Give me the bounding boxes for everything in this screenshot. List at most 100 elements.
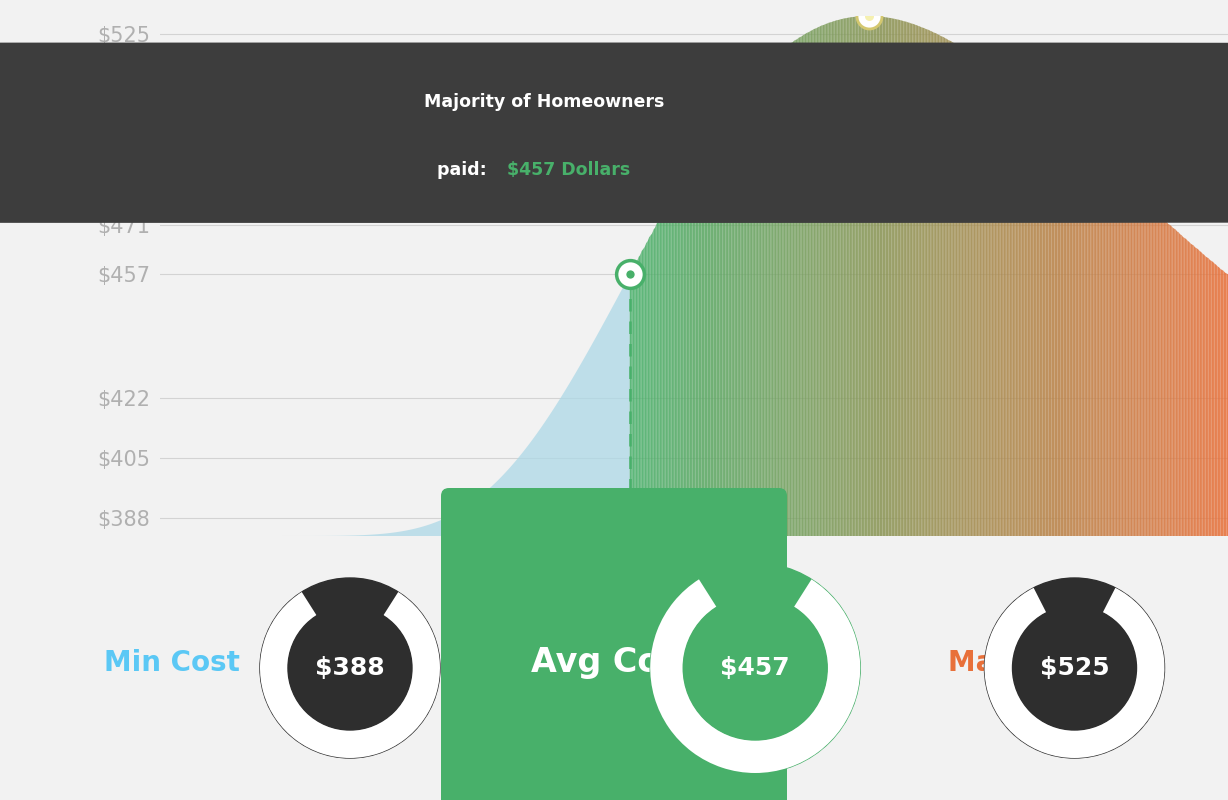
Polygon shape — [1082, 144, 1083, 536]
Polygon shape — [759, 71, 760, 536]
Circle shape — [1013, 606, 1136, 730]
Polygon shape — [646, 242, 647, 536]
Polygon shape — [939, 35, 941, 536]
Polygon shape — [893, 18, 894, 536]
Polygon shape — [785, 47, 787, 536]
Polygon shape — [657, 222, 658, 536]
Polygon shape — [1001, 75, 1002, 536]
Polygon shape — [1061, 126, 1062, 536]
Text: paid:: paid: — [437, 161, 494, 179]
Polygon shape — [763, 67, 764, 536]
Polygon shape — [698, 153, 699, 536]
Polygon shape — [722, 114, 725, 536]
Polygon shape — [1003, 77, 1006, 536]
Polygon shape — [980, 59, 981, 536]
Polygon shape — [839, 19, 841, 536]
Polygon shape — [973, 54, 974, 536]
Polygon shape — [1175, 230, 1178, 536]
Polygon shape — [865, 16, 866, 536]
Text: $388: $388 — [316, 656, 384, 680]
Polygon shape — [1008, 81, 1009, 536]
Polygon shape — [920, 26, 921, 536]
Polygon shape — [1018, 89, 1020, 536]
Polygon shape — [1122, 181, 1124, 536]
Polygon shape — [968, 51, 969, 536]
Polygon shape — [1041, 107, 1043, 536]
Polygon shape — [772, 58, 774, 536]
Polygon shape — [858, 16, 860, 536]
Polygon shape — [702, 144, 705, 536]
Polygon shape — [829, 22, 830, 536]
Polygon shape — [872, 16, 873, 536]
Polygon shape — [1138, 196, 1140, 536]
Polygon shape — [1097, 158, 1098, 536]
Polygon shape — [642, 249, 643, 536]
Polygon shape — [1110, 170, 1111, 536]
Polygon shape — [814, 29, 815, 536]
Polygon shape — [851, 17, 852, 536]
Polygon shape — [1160, 216, 1162, 536]
Polygon shape — [1187, 241, 1189, 536]
Polygon shape — [729, 104, 732, 536]
Polygon shape — [986, 64, 987, 536]
Polygon shape — [1162, 218, 1164, 536]
Polygon shape — [720, 118, 721, 536]
Polygon shape — [1077, 140, 1078, 536]
Polygon shape — [1180, 234, 1181, 536]
Polygon shape — [949, 41, 952, 536]
Polygon shape — [1111, 171, 1113, 536]
Polygon shape — [1116, 175, 1117, 536]
Polygon shape — [1079, 142, 1082, 536]
Polygon shape — [857, 16, 858, 536]
Polygon shape — [640, 251, 642, 536]
Polygon shape — [1071, 135, 1072, 536]
Polygon shape — [636, 261, 637, 536]
Text: Majority of Homeowners: Majority of Homeowners — [424, 93, 664, 111]
Circle shape — [683, 596, 828, 740]
Polygon shape — [946, 38, 947, 536]
Polygon shape — [1183, 237, 1185, 536]
Polygon shape — [691, 162, 693, 536]
Polygon shape — [1212, 261, 1213, 536]
Polygon shape — [653, 227, 656, 536]
Polygon shape — [672, 195, 673, 536]
Polygon shape — [684, 175, 685, 536]
Text: Min Cost: Min Cost — [104, 649, 239, 677]
Polygon shape — [917, 26, 919, 536]
Polygon shape — [1159, 215, 1160, 536]
Polygon shape — [866, 16, 867, 536]
Polygon shape — [764, 65, 766, 536]
Polygon shape — [639, 255, 640, 536]
Polygon shape — [959, 46, 960, 536]
Polygon shape — [706, 139, 707, 536]
Polygon shape — [1158, 214, 1159, 536]
Polygon shape — [774, 57, 775, 536]
Polygon shape — [1148, 206, 1151, 536]
Polygon shape — [1043, 110, 1044, 536]
Polygon shape — [1104, 164, 1105, 536]
Polygon shape — [962, 47, 963, 536]
Polygon shape — [941, 36, 942, 536]
Polygon shape — [777, 52, 780, 536]
Polygon shape — [802, 35, 803, 536]
Polygon shape — [619, 113, 694, 170]
Polygon shape — [1105, 166, 1106, 536]
Polygon shape — [745, 86, 747, 536]
Polygon shape — [1074, 137, 1076, 536]
Polygon shape — [987, 65, 989, 536]
Polygon shape — [965, 50, 966, 536]
Polygon shape — [1132, 191, 1133, 536]
Polygon shape — [911, 23, 912, 536]
Polygon shape — [656, 224, 657, 536]
Polygon shape — [835, 20, 836, 536]
Polygon shape — [944, 37, 946, 536]
Polygon shape — [1192, 245, 1194, 536]
Polygon shape — [750, 79, 753, 536]
Polygon shape — [796, 39, 797, 536]
Polygon shape — [701, 146, 702, 536]
Polygon shape — [670, 197, 672, 536]
Polygon shape — [747, 84, 748, 536]
Polygon shape — [1222, 270, 1223, 536]
Polygon shape — [700, 147, 701, 536]
Polygon shape — [732, 103, 733, 536]
